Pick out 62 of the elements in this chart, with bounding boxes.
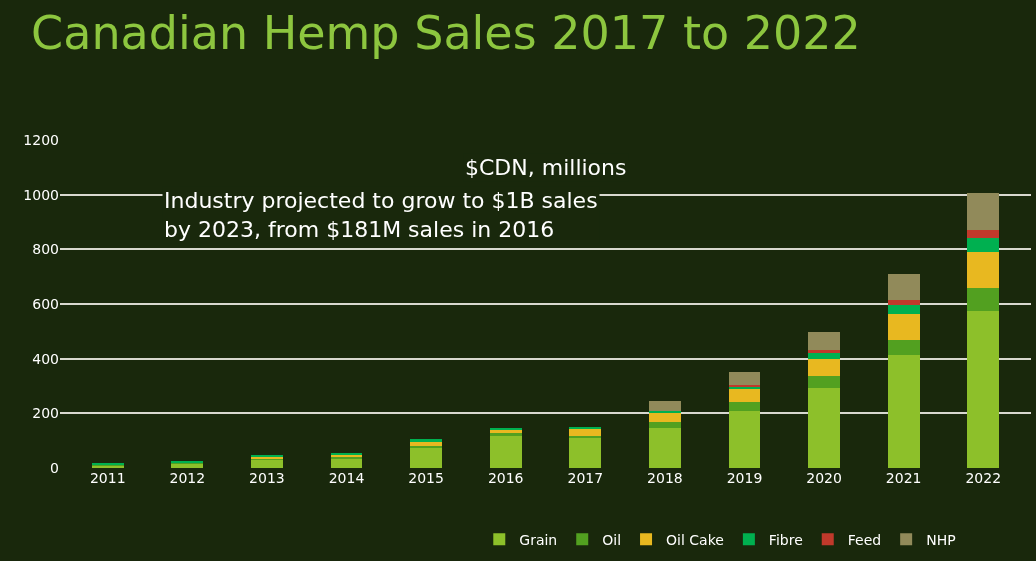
annotation: $CDN, millions — [465, 155, 627, 180]
x-tick-label: 2012 — [169, 470, 206, 486]
bar — [808, 358, 840, 377]
y-tick-label: 1000 — [23, 186, 59, 203]
bar — [887, 305, 920, 314]
bar — [808, 331, 840, 351]
bar — [967, 311, 1000, 468]
x-tick-label: 2013 — [249, 470, 285, 486]
bar — [887, 299, 920, 306]
y-tick-label: 800 — [32, 241, 59, 258]
bar — [410, 439, 443, 442]
y-tick-label: 0 — [50, 459, 59, 476]
x-tick-label: 2014 — [328, 470, 365, 486]
bar — [648, 421, 681, 428]
annotation: Industry projected to grow to $1B sales by 2023, from $181M sales in 2016 — [164, 188, 598, 242]
bar — [808, 376, 840, 388]
legend-label: Feed — [847, 531, 882, 548]
bar — [489, 433, 522, 436]
y-tick-label: 600 — [32, 295, 59, 312]
bar — [569, 438, 602, 468]
chart-title: Canadian Hemp Sales 2017 to 2022 — [31, 6, 861, 61]
bar — [728, 389, 761, 402]
bar — [728, 371, 761, 385]
legend-label: Fibre — [768, 531, 803, 548]
legend-label: Grain — [519, 531, 558, 548]
x-tick-label: 2018 — [647, 470, 683, 486]
bar — [489, 435, 522, 468]
bar — [808, 352, 840, 359]
x-tick-label: 2021 — [885, 470, 922, 486]
bar — [887, 339, 920, 356]
legend-label: Oil — [602, 531, 622, 548]
bar — [569, 428, 602, 436]
x-tick-label: 2011 — [89, 470, 126, 486]
legend-label: NHP — [926, 531, 956, 548]
bar — [887, 313, 920, 340]
bar — [887, 355, 920, 468]
y-tick-label: 200 — [32, 405, 59, 422]
bar — [808, 350, 840, 353]
legend-label: Oil Cake — [666, 531, 724, 548]
bar — [648, 427, 681, 468]
bar — [648, 401, 681, 412]
bar — [967, 229, 1000, 239]
y-tick-label: 1200 — [23, 131, 59, 148]
bar — [330, 458, 363, 468]
bar — [728, 410, 761, 468]
bar — [251, 459, 283, 468]
bar — [887, 273, 920, 300]
bar — [410, 447, 443, 468]
bar — [967, 288, 1000, 312]
bar — [808, 387, 840, 468]
x-tick-label: 2015 — [408, 470, 444, 486]
x-tick-label: 2017 — [567, 470, 604, 486]
y-tick-label: 400 — [32, 350, 59, 367]
x-tick-label: 2022 — [965, 470, 1002, 486]
bar — [648, 412, 681, 422]
bar — [967, 238, 1000, 252]
bar — [967, 251, 1000, 289]
x-tick-label: 2016 — [487, 470, 524, 486]
x-tick-label: 2019 — [726, 470, 763, 486]
bar — [967, 192, 1000, 230]
bar — [728, 401, 761, 411]
x-tick-label: 2020 — [806, 470, 842, 486]
